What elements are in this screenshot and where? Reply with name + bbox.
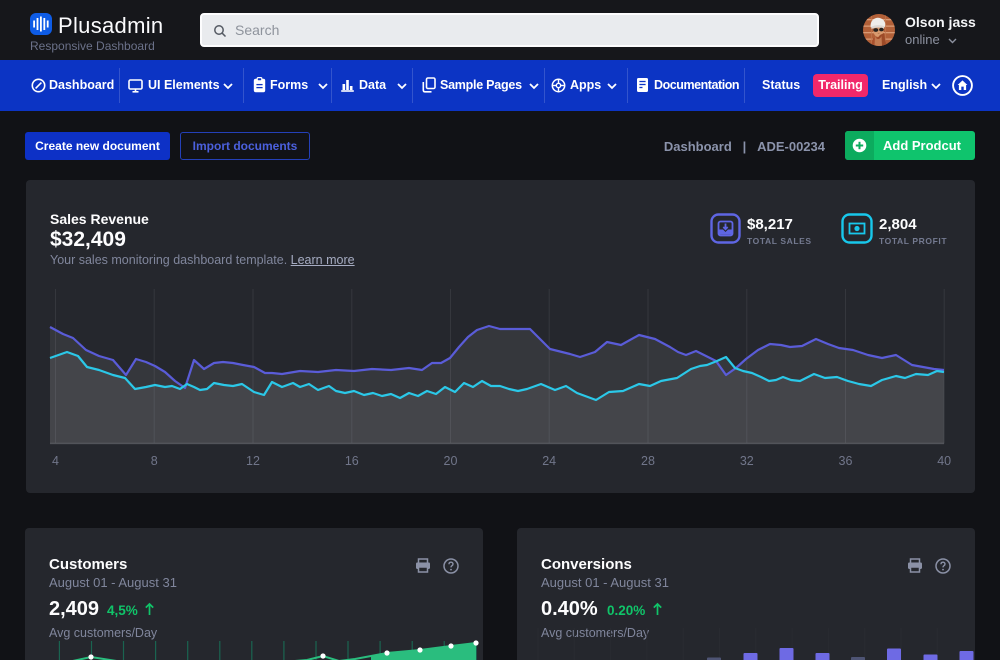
svg-text:16: 16 (345, 454, 359, 468)
svg-text:40: 40 (937, 454, 951, 468)
svg-text:24: 24 (542, 454, 556, 468)
svg-text:4: 4 (52, 454, 59, 468)
svg-text:36: 36 (839, 454, 853, 468)
svg-text:28: 28 (641, 454, 655, 468)
svg-text:12: 12 (246, 454, 260, 468)
svg-text:32: 32 (740, 454, 754, 468)
svg-text:20: 20 (444, 454, 458, 468)
svg-text:8: 8 (151, 454, 158, 468)
